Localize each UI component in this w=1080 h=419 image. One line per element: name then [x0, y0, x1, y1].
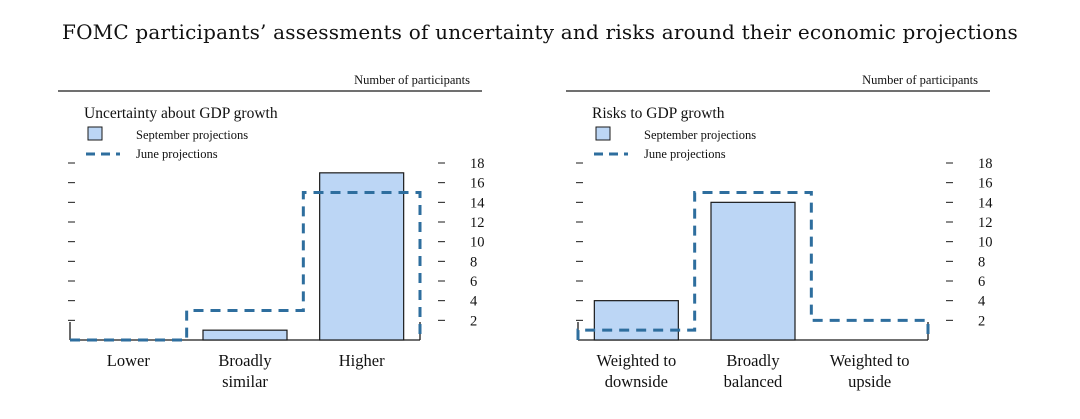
legend-swatch-september — [87, 126, 103, 141]
y-tick-label: 14 — [978, 195, 993, 211]
bar-september-1 — [593, 300, 679, 341]
y-tick-label: 2 — [978, 313, 985, 329]
y-tick-label: 12 — [470, 215, 485, 231]
panel-title: Risks to GDP growth — [592, 105, 725, 122]
x-category-label: similar — [222, 372, 268, 391]
y-tick-label: 8 — [470, 254, 477, 270]
x-category-label: Weighted to — [830, 351, 910, 370]
x-category-label: Weighted to — [596, 351, 676, 370]
y-tick-label: 18 — [470, 156, 485, 172]
chart-panel-gdp-uncertainty: Number of participants Uncertainty about… — [58, 73, 485, 391]
y-tick-label: 4 — [470, 294, 478, 310]
y-tick-label: 2 — [470, 313, 477, 329]
units-label: Number of participants — [862, 73, 978, 87]
panel-title: Uncertainty about GDP growth — [84, 105, 278, 122]
chart-panel-gdp-risks: Number of participants Risks to GDP grow… — [566, 73, 993, 391]
legend-swatch-september — [595, 126, 611, 141]
x-category-label: upside — [848, 372, 891, 391]
bar-september-3 — [319, 172, 405, 341]
x-category-label: balanced — [724, 372, 783, 391]
plot-area: 2 4 6 8 10 12 14 16 18 Weighted to downside Broadly… — [576, 156, 993, 391]
units-label: Number of participants — [354, 73, 470, 87]
x-category-label: Higher — [339, 351, 385, 370]
legend-label-september: September projections — [644, 128, 756, 142]
x-category-label: Broadly — [218, 351, 272, 370]
y-tick-label: 16 — [978, 176, 993, 192]
y-tick-label: 14 — [470, 195, 485, 211]
plot-area: 2 4 6 8 10 12 14 16 18 Lower Broadly similar Higher — [68, 156, 485, 391]
legend-label-june: June projections — [136, 147, 218, 161]
figure-title: FOMC participants’ assessments of uncert… — [62, 20, 1019, 44]
y-tick-label: 10 — [978, 235, 993, 251]
x-category-label: Lower — [107, 351, 151, 370]
y-tick-label: 4 — [978, 294, 986, 310]
y-tick-label: 6 — [470, 274, 477, 290]
y-tick-label: 12 — [978, 215, 993, 231]
line-june-projections — [70, 191, 422, 342]
y-tick-label: 16 — [470, 176, 485, 192]
y-tick-label: 10 — [470, 235, 485, 251]
x-category-label: downside — [605, 372, 668, 391]
legend-label-september: September projections — [136, 128, 248, 142]
bar-september-2 — [710, 201, 796, 341]
legend-label-june: June projections — [644, 147, 726, 161]
y-tick-label: 18 — [978, 156, 993, 172]
y-tick-label: 8 — [978, 254, 985, 270]
x-category-label: Broadly — [726, 351, 780, 370]
y-tick-label: 6 — [978, 274, 985, 290]
bar-september-2 — [202, 329, 288, 341]
